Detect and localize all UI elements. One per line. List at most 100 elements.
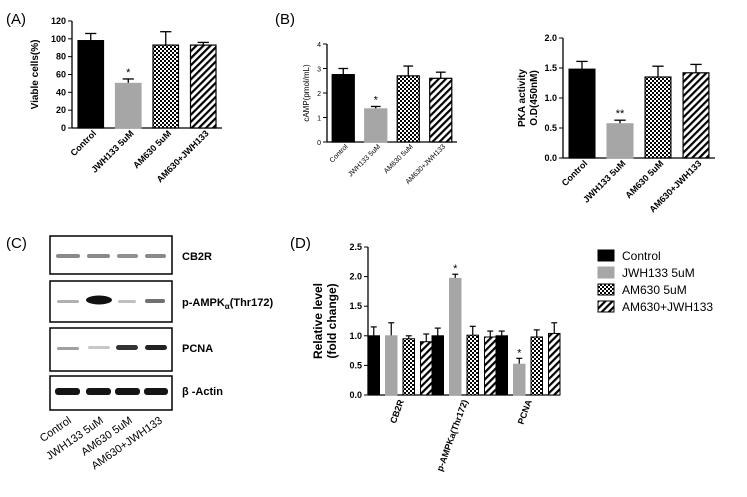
panel-label-b: (B) [275, 11, 295, 28]
legend-label: AM630+JWH133 [622, 300, 713, 314]
y-tick-label: 80 [56, 52, 66, 62]
x-tick-label: p-AMPKa(Thr172) [435, 398, 470, 472]
y-tick-label: 2.5 [349, 242, 362, 252]
y-tick-label: 0.0 [349, 390, 362, 400]
bar [152, 44, 180, 129]
bar [420, 341, 433, 396]
blot-band [118, 300, 136, 303]
y-tick-label: 100 [51, 34, 66, 44]
blot-band [87, 254, 110, 258]
legend-swatch [597, 266, 615, 279]
legend-swatch [597, 249, 615, 262]
blot-band [115, 388, 140, 395]
bar [568, 68, 596, 159]
blot-row-label-actin: β -Actin [182, 386, 223, 398]
y-tick-label: 0.0 [544, 153, 557, 163]
legend-label: Control [622, 249, 661, 263]
legend-swatch [597, 300, 615, 313]
x-tick-label: Control [560, 158, 590, 188]
x-tick-label: CB2R [388, 398, 406, 425]
y-tick-label: 1.0 [349, 331, 362, 341]
chart-d-legend: Control JWH133 5uM AM630 5uM AM630+JWH133 [597, 249, 713, 314]
blot-band [56, 254, 80, 258]
blot-band [144, 388, 168, 395]
significance-marker: * [453, 263, 458, 275]
blot-row-label-pcna: PCNA [182, 343, 213, 355]
bar [385, 335, 398, 396]
y-tick-label: 2 [317, 91, 321, 98]
blot-row-label-ampk: p-AMPKα(Thr172) [182, 297, 273, 311]
x-tick-label: AM630 5uM [623, 158, 665, 200]
blot-band [88, 346, 110, 349]
y-tick-label: 20 [56, 105, 66, 115]
blot-band [117, 254, 138, 258]
bar [364, 108, 388, 143]
bar [367, 335, 380, 396]
bar [682, 72, 710, 159]
bar [77, 40, 105, 129]
bar [606, 123, 634, 159]
y-tick-label: 2.0 [544, 33, 557, 43]
y-tick-label: 0.5 [544, 123, 557, 133]
bar [548, 332, 561, 396]
bar [513, 363, 526, 396]
y-axis-label: (fold change) [325, 283, 339, 358]
panel-label-d: (D) [290, 235, 311, 252]
y-tick-label: 0 [61, 123, 66, 133]
western-blot: CB2R p-AMPKα(Thr172) PCNA β -Actin Contr… [38, 235, 273, 472]
legend-swatch [597, 283, 615, 296]
bar [530, 336, 543, 396]
y-axis-label: cAMP(pmol/mL) [302, 64, 311, 122]
panel-label-a: (A) [6, 11, 26, 28]
blot-band [145, 254, 166, 258]
y-tick-label: 0.5 [349, 360, 362, 370]
y-tick-label: 40 [56, 87, 66, 97]
chart-d-relative-level: 0.0 0.5 1.0 1.5 2.0 2.5 Relative level (fold ch… [311, 242, 561, 473]
chart-b-pka-activity: 0.0 0.5 1.0 1.5 2.0 PKA activity O.D(450nM) Con… [517, 33, 715, 214]
blot-ampk-sub: α [225, 302, 230, 311]
panel-label-c: (C) [6, 235, 27, 252]
bar [189, 44, 217, 129]
bar [396, 75, 420, 143]
y-axis-label: PKA activity [517, 69, 528, 127]
significance-marker: * [517, 347, 522, 359]
legend-label: JWH133 5uM [622, 266, 695, 280]
y-tick-label: 1.5 [544, 63, 557, 73]
bar [402, 338, 415, 396]
significance-marker: * [126, 67, 131, 79]
bar [431, 335, 444, 396]
x-tick-label: AM630 5uM [383, 143, 415, 175]
x-tick-label: Control [329, 143, 350, 164]
y-tick-label: 120 [51, 16, 66, 26]
legend-label: AM630 5uM [622, 283, 687, 297]
bar [644, 76, 672, 159]
y-tick-label: 4 [317, 42, 321, 49]
significance-marker: ** [616, 108, 625, 120]
blot-band [145, 299, 165, 303]
blot-band [145, 345, 167, 350]
y-tick-label: 1.0 [544, 93, 557, 103]
blot-band [57, 300, 79, 303]
y-axis-label: Relative level [311, 283, 325, 359]
blot-row-label-cb2r: CB2R [182, 251, 212, 263]
x-tick-label: JWH133 5uM [347, 143, 382, 178]
bar [449, 277, 462, 396]
y-tick-label: 60 [56, 70, 66, 80]
y-axis-label: Viable cells(%) [30, 40, 41, 110]
x-tick-label: Control [68, 128, 98, 158]
blot-band [55, 388, 80, 395]
bar [484, 336, 497, 396]
bar [466, 334, 479, 396]
y-tick-label: 0 [317, 140, 321, 147]
x-tick-label: PCNA [516, 398, 534, 426]
blot-ampk-suffix: (Thr172) [230, 297, 274, 309]
blot-band [57, 347, 79, 350]
bar [114, 82, 142, 129]
y-axis-label: O.D(450nM) [529, 70, 540, 126]
y-tick-label: 3 [317, 67, 321, 74]
bar [495, 335, 508, 396]
bar [429, 77, 453, 143]
blot-band [116, 345, 138, 350]
